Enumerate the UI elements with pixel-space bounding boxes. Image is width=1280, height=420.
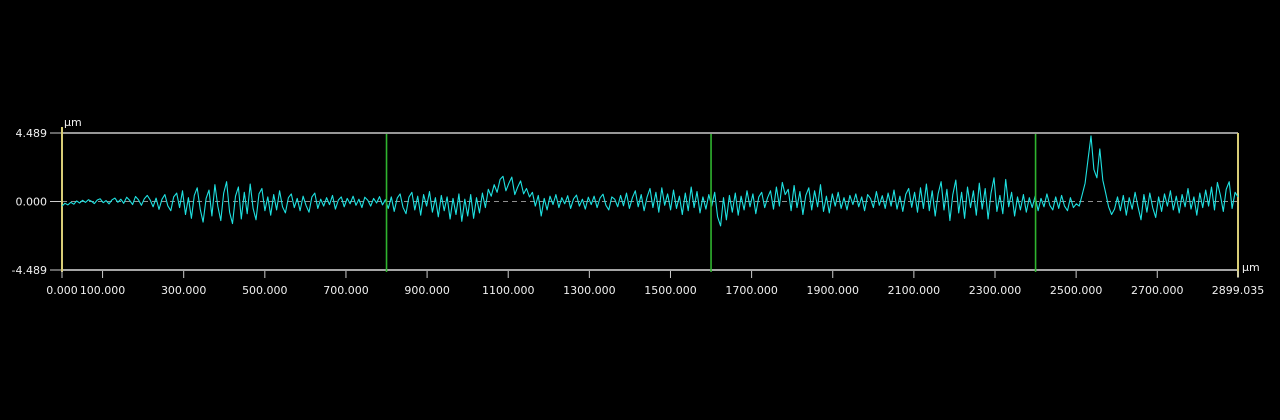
- profile-trace: [61, 135, 1239, 227]
- x-tick-label: 2500.000: [1050, 284, 1103, 297]
- x-tick-label: 1100.000: [482, 284, 535, 297]
- x-tick-label: 300.000: [161, 284, 207, 297]
- x-tick-label: 2700.000: [1131, 284, 1184, 297]
- x-tick-label: 700.000: [323, 284, 369, 297]
- x-tick-label: 1300.000: [563, 284, 616, 297]
- y-tick-label: 4.489: [16, 127, 48, 140]
- x-tick-label: 2899.035: [1212, 284, 1265, 297]
- x-axis-unit-label: µm: [1242, 261, 1260, 274]
- x-tick-label: 0.000: [46, 284, 78, 297]
- y-tick-label: -4.489: [12, 264, 47, 277]
- x-tick-label: 1700.000: [725, 284, 778, 297]
- x-tick-label: 2300.000: [969, 284, 1022, 297]
- x-tick-label: 900.000: [404, 284, 450, 297]
- y-axis-unit-label: µm: [64, 116, 82, 129]
- x-tick-label: 1500.000: [644, 284, 697, 297]
- x-tick-label: 1900.000: [806, 284, 859, 297]
- y-tick-label: 0.000: [16, 196, 48, 209]
- x-tick-label: 2100.000: [888, 284, 941, 297]
- x-tick-label: 500.000: [242, 284, 288, 297]
- x-tick-label: 100.000: [80, 284, 126, 297]
